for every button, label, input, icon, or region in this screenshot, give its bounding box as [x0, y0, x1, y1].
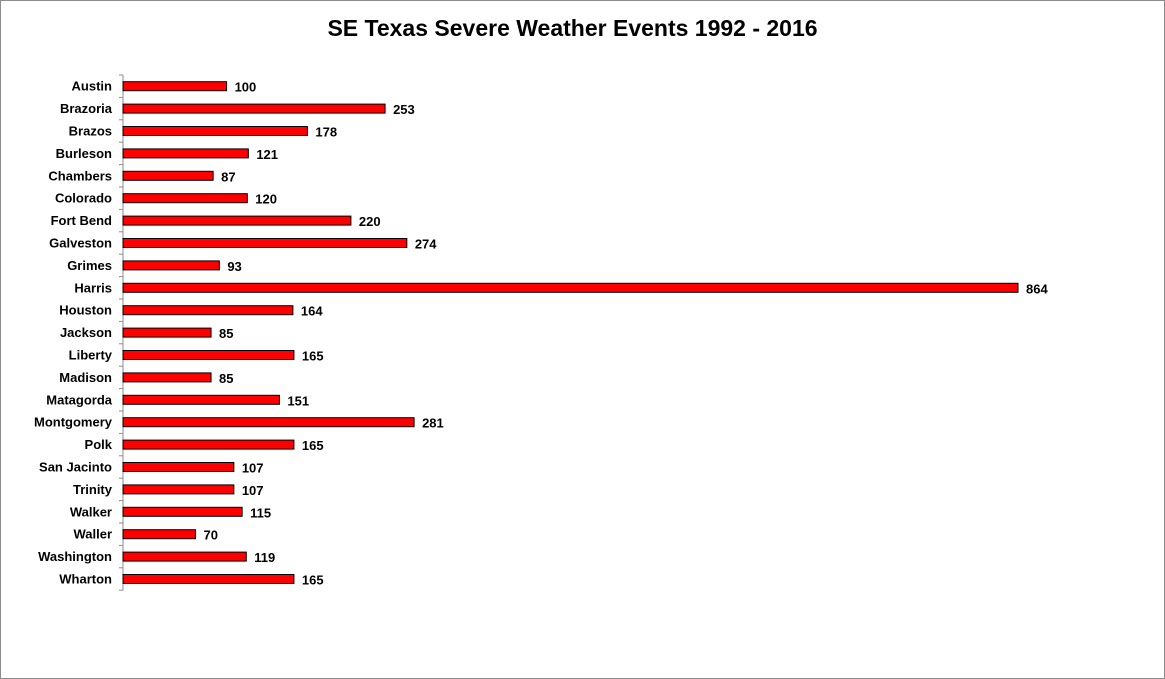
data-label: 164 [301, 304, 323, 319]
data-label: 107 [242, 483, 264, 498]
category-label: Fort Bend [51, 213, 112, 228]
bar-austin [122, 81, 228, 92]
bar-brazoria [122, 103, 386, 114]
data-label: 70 [204, 528, 218, 543]
category-label: Galveston [49, 236, 112, 251]
category-label: Houston [59, 303, 112, 318]
data-label: 100 [235, 80, 257, 95]
category-label: Trinity [73, 482, 113, 497]
data-label: 864 [1026, 281, 1048, 296]
category-label: Washington [38, 549, 112, 564]
category-label: Austin [72, 79, 113, 94]
category-label: Grimes [67, 258, 112, 273]
bar-polk [122, 439, 295, 450]
bar-chambers [122, 170, 214, 181]
bar-san-jacinto [122, 462, 235, 472]
category-label: Madison [59, 370, 112, 385]
bar-burleson [122, 148, 249, 159]
data-label: 281 [422, 416, 444, 431]
bar-washington [122, 551, 247, 562]
chart-title: SE Texas Severe Weather Events 1992 - 20… [327, 15, 818, 41]
bar-trinity [122, 484, 235, 495]
data-label: 151 [287, 393, 309, 408]
data-label: 178 [315, 125, 337, 140]
bars [122, 81, 1019, 584]
category-label: Brazoria [60, 101, 113, 116]
bar-colorado [122, 193, 248, 204]
bar-brazos [122, 126, 308, 136]
category-axis-ticks [119, 74, 123, 591]
data-label: 220 [359, 214, 381, 229]
data-label: 115 [250, 505, 271, 520]
data-labels: 100 253 178 121 87 120 220 274 93 864 164 85 165 85 15… [204, 80, 1049, 588]
category-label: Liberty [69, 348, 113, 363]
data-label: 93 [227, 259, 241, 274]
bar-madison [122, 372, 212, 383]
data-label: 85 [219, 326, 233, 341]
data-label: 121 [256, 147, 278, 162]
bar-waller [122, 529, 197, 540]
data-label: 87 [221, 169, 235, 184]
bar-grimes [122, 260, 220, 271]
bar-jackson [122, 327, 212, 338]
data-label: 165 [302, 349, 324, 364]
data-label: 107 [242, 461, 264, 476]
category-labels: Austin Brazoria Brazos Burleson Chambers Colo… [34, 79, 113, 587]
bar-walker [122, 506, 243, 517]
category-label: Wharton [59, 572, 112, 587]
category-label: Harris [74, 280, 112, 295]
bar-matagorda [122, 394, 280, 405]
bar-harris [122, 282, 1019, 293]
data-label: 120 [255, 192, 277, 207]
category-label: Colorado [55, 191, 112, 206]
category-label: Matagorda [46, 392, 113, 407]
category-label: Waller [73, 527, 112, 542]
bar-fort-bend [122, 215, 352, 226]
category-label: Montgomery [34, 415, 113, 430]
category-label: Polk [85, 437, 113, 452]
category-label: Brazos [69, 124, 112, 139]
category-label: Jackson [60, 325, 112, 340]
data-label: 253 [393, 102, 415, 117]
category-label: Walker [70, 504, 112, 519]
data-label: 85 [219, 371, 233, 386]
bar-montgomery [122, 417, 415, 428]
category-label: Chambers [48, 168, 112, 183]
bar-wharton [122, 574, 295, 584]
data-label: 119 [254, 550, 275, 565]
data-label: 274 [415, 237, 437, 252]
data-label: 165 [302, 573, 324, 588]
bar-galveston [122, 238, 408, 248]
bar-liberty [122, 350, 295, 360]
category-label: Burleson [56, 146, 112, 161]
category-label: San Jacinto [39, 460, 112, 475]
bar-houston [122, 305, 294, 316]
data-label: 165 [302, 438, 324, 453]
